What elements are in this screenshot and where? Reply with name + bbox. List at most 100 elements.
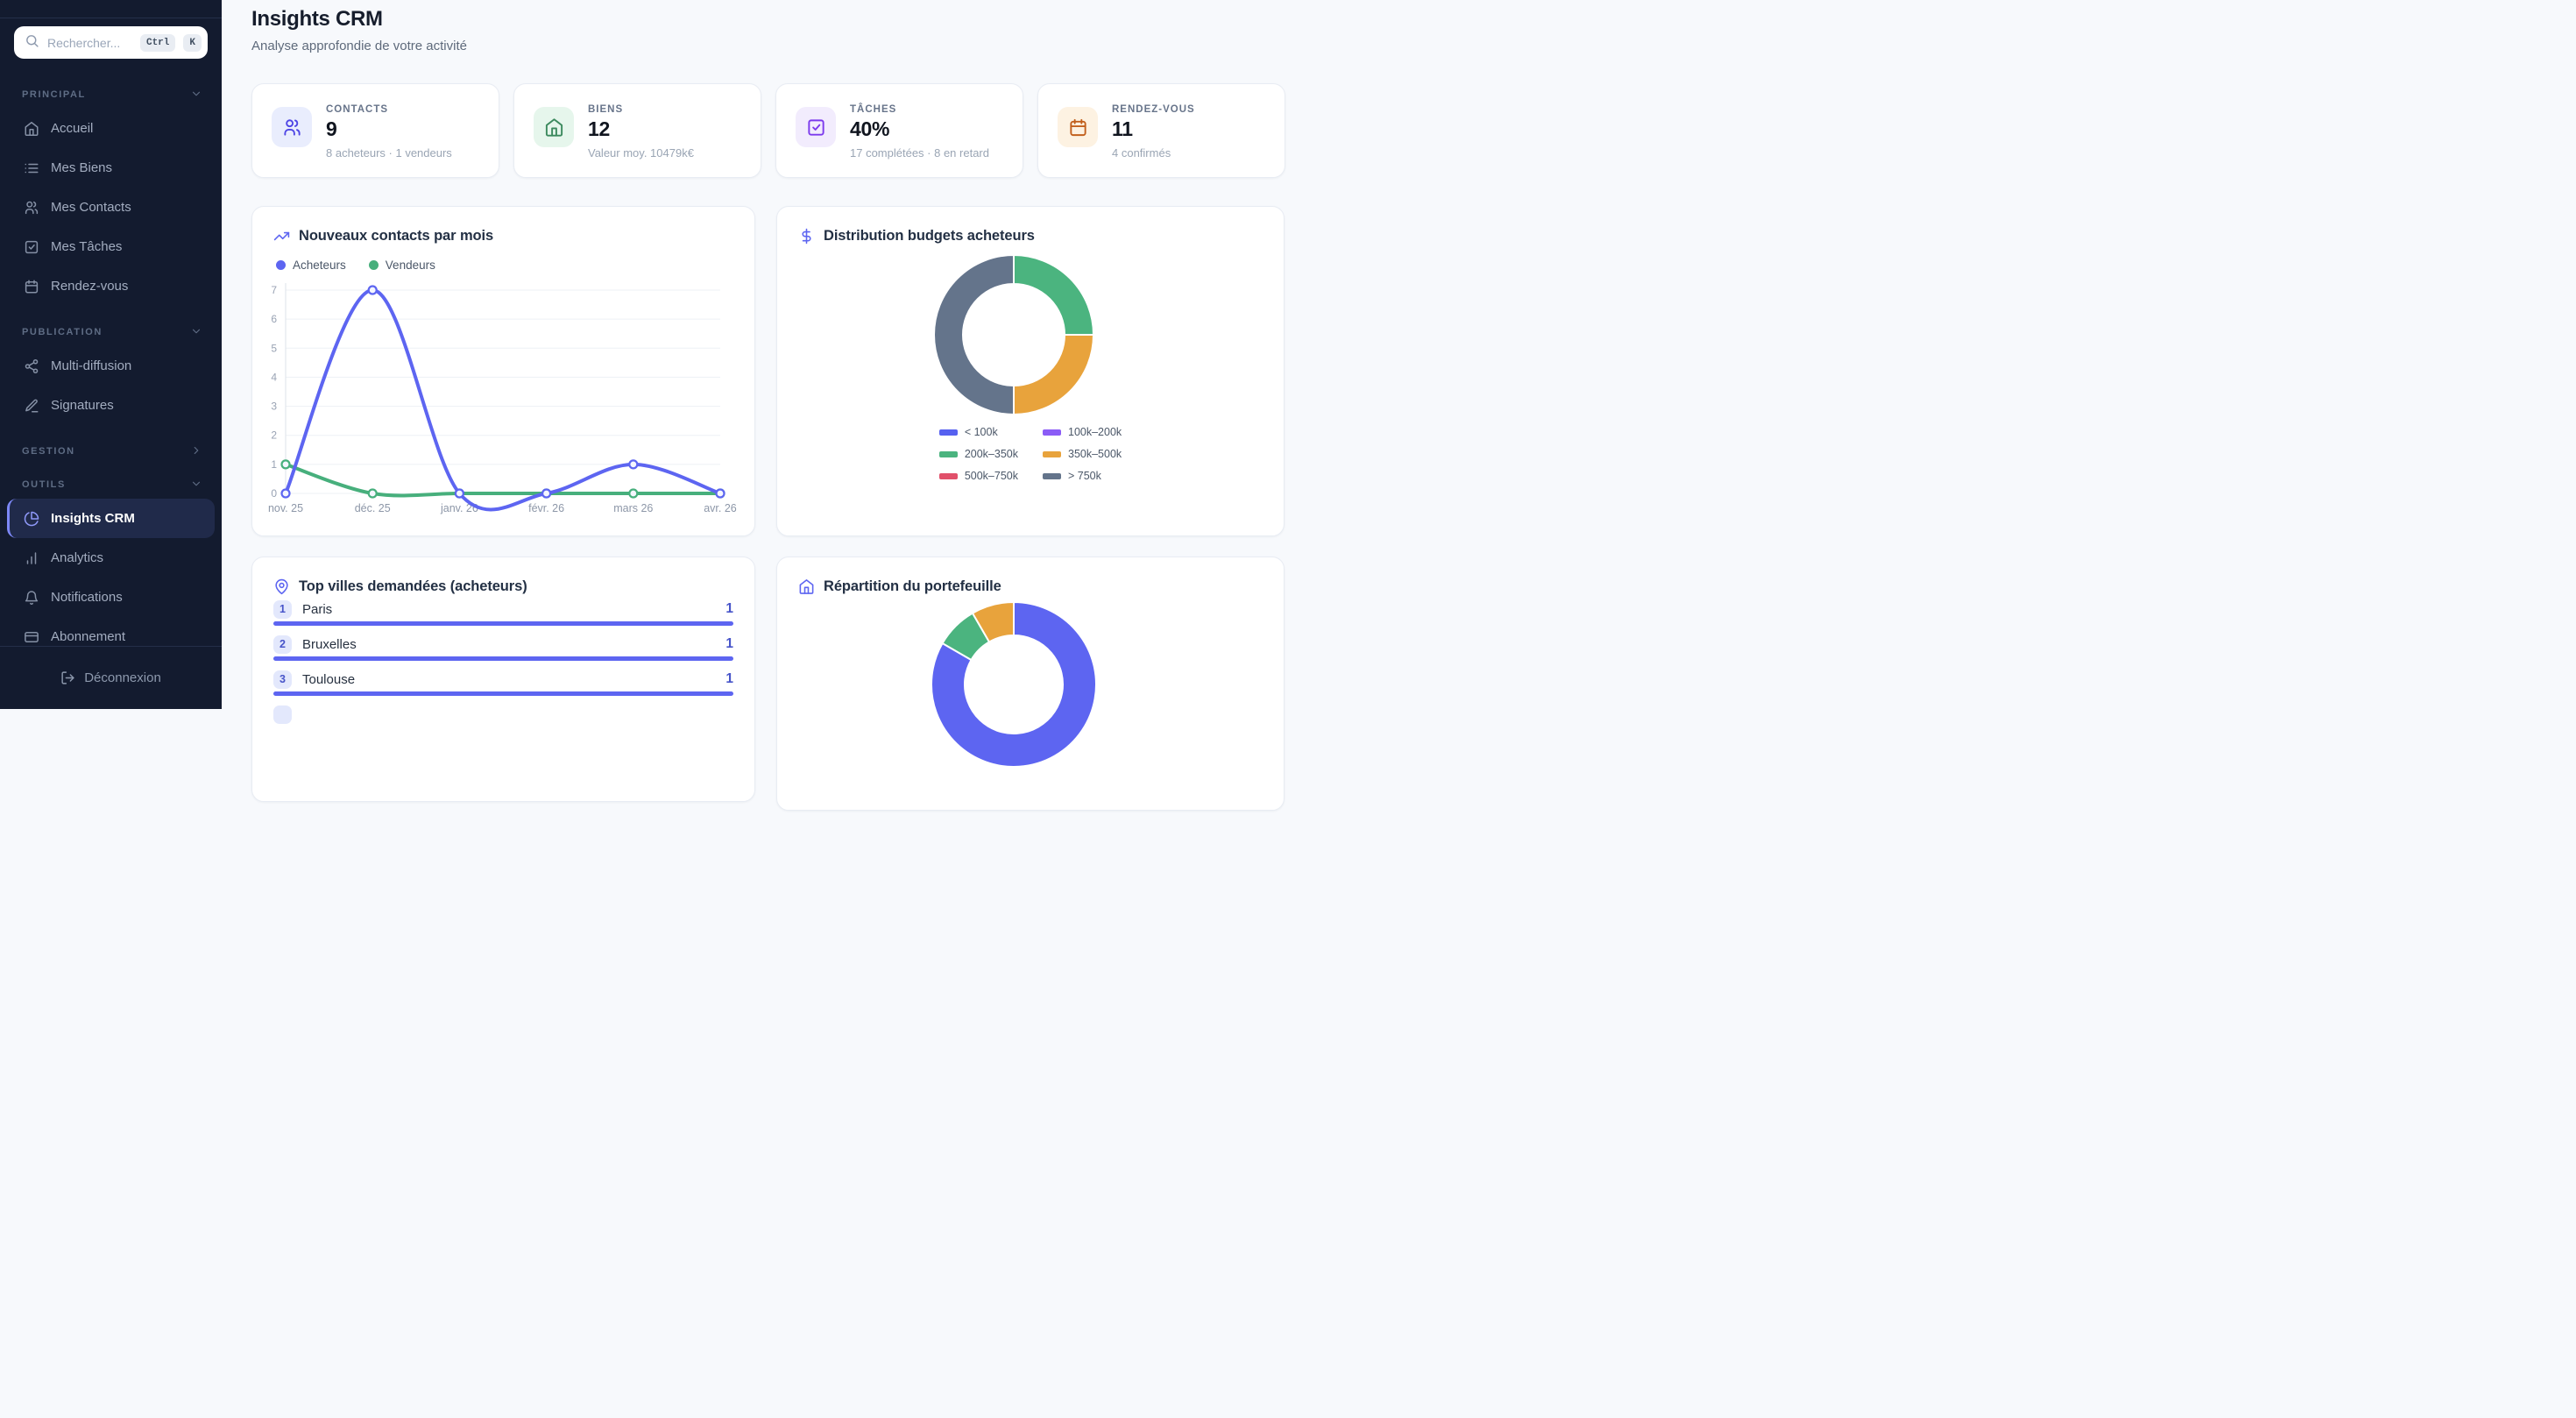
stat-card-biens: BIENS 12 Valeur moy. 10479k€ bbox=[513, 83, 761, 178]
check-square-icon bbox=[796, 107, 836, 147]
sidebar-section-principal[interactable]: PRINCIPAL bbox=[0, 88, 222, 102]
svg-text:avr. 26: avr. 26 bbox=[704, 502, 737, 514]
stat-card-value: 40% bbox=[850, 117, 890, 140]
stat-card-body: CONTACTS 9 8 acheteurs · 1 vendeurs bbox=[326, 104, 452, 160]
card-top-villes: Top villes demandées (acheteurs) 1 Paris 1… bbox=[251, 557, 755, 802]
rank-badge: 3 bbox=[273, 670, 292, 689]
sidebar-nav: PRINCIPAL Accueil Mes Biens Mes Contacts Mes… bbox=[0, 59, 222, 656]
sidebar-item-accueil[interactable]: Accueil bbox=[0, 109, 222, 148]
list-icon bbox=[24, 160, 39, 176]
city-row-head: 1 Paris 1 bbox=[273, 599, 733, 619]
stat-card-rendez-vous: RENDEZ-VOUS 11 4 confirmés bbox=[1037, 83, 1285, 178]
budget-legend-item-750k[interactable]: > 750k bbox=[1043, 470, 1122, 482]
legend-item-acheteurs[interactable]: Acheteurs bbox=[276, 259, 346, 272]
legend-dot bbox=[368, 260, 379, 270]
budget-donut-chart bbox=[933, 254, 1094, 415]
budget-legend-item-500k-750k[interactable]: 500k–750k bbox=[938, 470, 1018, 482]
sidebar-item-label: Signatures bbox=[51, 398, 114, 413]
line-series-vendeurs bbox=[280, 459, 725, 499]
sidebar-section-outils[interactable]: OUTILS bbox=[0, 478, 222, 492]
svg-text:3: 3 bbox=[271, 401, 277, 413]
sidebar-section-label: OUTILS bbox=[22, 479, 66, 490]
legend-label: 500k–750k bbox=[964, 470, 1018, 482]
budget-legend-item-350k-500k[interactable]: 350k–500k bbox=[1043, 448, 1122, 460]
budget-donut-title-label: Distribution budgets acheteurs bbox=[824, 228, 1035, 244]
sidebar-item-multi-diffusion[interactable]: Multi-diffusion bbox=[0, 346, 222, 386]
city-name: Toulouse bbox=[302, 671, 356, 687]
stat-card-body: TÂCHES 40% 17 complétées · 8 en retard bbox=[850, 104, 989, 160]
city-row-head: 3 Toulouse 1 bbox=[273, 670, 733, 689]
sidebar-section-publication[interactable]: PUBLICATION bbox=[0, 325, 222, 339]
sidebar-section-items: Accueil Mes Biens Mes Contacts Mes Tâches Re… bbox=[0, 109, 222, 306]
bell-icon bbox=[24, 590, 39, 606]
svg-text:7: 7 bbox=[271, 284, 277, 296]
svg-text:6: 6 bbox=[271, 313, 277, 325]
city-count: 1 bbox=[725, 636, 733, 651]
sidebar-item-mes-contacts[interactable]: Mes Contacts bbox=[0, 188, 222, 227]
legend-swatch bbox=[938, 429, 958, 436]
budget-legend-item-200k-350k[interactable]: 200k–350k bbox=[938, 448, 1018, 460]
sidebar-item-mes-biens[interactable]: Mes Biens bbox=[0, 148, 222, 188]
legend-dot bbox=[276, 260, 286, 270]
rank-badge: 1 bbox=[273, 599, 292, 619]
budget-donut-legend: < 100k 100k–200k 200k–350k 350k–500k 500k–75… bbox=[777, 426, 1284, 482]
city-bar bbox=[273, 621, 733, 626]
stat-card-subtext: Valeur moy. 10479k€ bbox=[588, 146, 694, 160]
sidebar-item-label: Abonnement bbox=[51, 629, 126, 644]
sidebar-item-mes-taches[interactable]: Mes Tâches bbox=[0, 227, 222, 266]
city-name: Bruxelles bbox=[302, 636, 357, 652]
kbd-k: K bbox=[183, 33, 202, 52]
users-icon bbox=[24, 200, 39, 216]
legend-swatch bbox=[1043, 429, 1061, 436]
svg-text:5: 5 bbox=[271, 342, 277, 354]
page-subtitle: Analyse approfondie de votre activité bbox=[251, 39, 467, 53]
cities-title-label: Top villes demandées (acheteurs) bbox=[299, 578, 527, 594]
chevron-down-icon bbox=[190, 478, 202, 493]
svg-text:janv. 26: janv. 26 bbox=[440, 502, 478, 514]
search-input[interactable]: Rechercher... Ctrl K bbox=[14, 26, 208, 59]
stat-cards-row: CONTACTS 9 8 acheteurs · 1 vendeurs BIENS 12… bbox=[251, 83, 1285, 178]
legend-item-vendeurs[interactable]: Vendeurs bbox=[368, 259, 435, 272]
budget-legend-item-100k[interactable]: < 100k bbox=[938, 426, 1018, 438]
dollar-sign-icon bbox=[798, 228, 815, 245]
sidebar-item-notifications[interactable]: Notifications bbox=[0, 578, 222, 617]
svg-text:déc. 25: déc. 25 bbox=[355, 502, 391, 514]
budget-legend-item-100k-200k[interactable]: 100k–200k bbox=[1043, 426, 1122, 438]
stat-card-subtext: 4 confirmés bbox=[1112, 146, 1171, 160]
rank-badge bbox=[273, 705, 292, 724]
logout-button[interactable]: Déconnexion bbox=[0, 659, 222, 696]
city-row-bruxelles: 2 Bruxelles 1 bbox=[273, 635, 733, 670]
sidebar-item-abonnement[interactable]: Abonnement bbox=[0, 617, 222, 656]
sidebar-item-label: Analytics bbox=[51, 550, 104, 565]
users-icon bbox=[272, 107, 312, 147]
sidebar-item-signatures[interactable]: Signatures bbox=[0, 386, 222, 425]
legend-swatch bbox=[1043, 450, 1061, 457]
stat-card-label: RENDEZ-VOUS bbox=[1112, 104, 1195, 115]
line-chart-title-label: Nouveaux contacts par mois bbox=[299, 228, 494, 244]
sidebar-item-label: Mes Tâches bbox=[51, 239, 123, 254]
stat-card-subtext: 8 acheteurs · 1 vendeurs bbox=[326, 146, 452, 160]
calendar-icon bbox=[1058, 107, 1098, 147]
stat-card-body: RENDEZ-VOUS 11 4 confirmés bbox=[1112, 104, 1195, 160]
sidebar-item-label: Mes Contacts bbox=[51, 200, 131, 215]
svg-text:1: 1 bbox=[271, 458, 277, 471]
search-icon bbox=[25, 33, 39, 53]
sidebar-item-label: Multi-diffusion bbox=[51, 358, 132, 373]
sidebar-item-rendez-vous[interactable]: Rendez-vous bbox=[0, 266, 222, 306]
sidebar-section-label: PRINCIPAL bbox=[22, 89, 86, 100]
sidebar-item-analytics[interactable]: Analytics bbox=[0, 538, 222, 578]
stat-card-value: 12 bbox=[588, 117, 610, 140]
legend-label: Vendeurs bbox=[385, 259, 435, 272]
sidebar-item-label: Insights CRM bbox=[51, 511, 135, 526]
legend-label: < 100k bbox=[964, 426, 998, 438]
sidebar-item-label: Accueil bbox=[51, 121, 94, 136]
stat-card-value: 9 bbox=[326, 117, 337, 140]
sidebar-item-insights-crm[interactable]: Insights CRM bbox=[7, 499, 215, 538]
sidebar-section-gestion[interactable]: GESTION bbox=[0, 444, 222, 458]
sidebar-section-items: Multi-diffusion Signatures bbox=[0, 346, 222, 425]
logout-label: Déconnexion bbox=[84, 670, 161, 685]
main-content: Insights CRM Analyse approfondie de votr… bbox=[222, 0, 1288, 811]
legend-label: > 750k bbox=[1068, 470, 1101, 482]
page-title: Insights CRM bbox=[251, 7, 383, 31]
cities-title: Top villes demandées (acheteurs) bbox=[273, 578, 527, 595]
